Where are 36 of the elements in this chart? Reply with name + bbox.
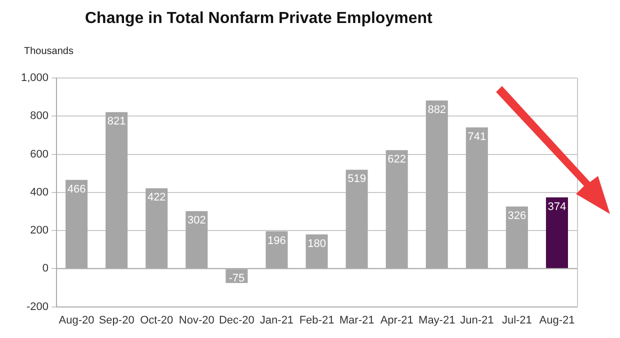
- x-tick-label: Apr-21: [380, 314, 414, 326]
- x-tick-label: Sep-20: [98, 314, 134, 326]
- data-label: 519: [348, 173, 366, 186]
- y-tick-label: 200: [30, 224, 49, 237]
- y-tick-label: 800: [30, 110, 49, 122]
- data-label: 326: [508, 210, 526, 222]
- data-label: 882: [428, 104, 446, 116]
- y-tick-label: 600: [30, 148, 49, 160]
- x-tick-label: Oct-20: [140, 314, 174, 326]
- x-tick-label: May-21: [418, 314, 456, 326]
- x-tick-label: Nov-20: [178, 314, 214, 326]
- chart-title: Change in Total Nonfarm Private Employment: [85, 10, 432, 28]
- x-tick-label: Jul-21: [502, 314, 532, 326]
- x-tick-label: Jan-21: [260, 314, 294, 326]
- data-label: 622: [388, 154, 406, 166]
- data-label: 741: [468, 130, 486, 143]
- y-tick-label: 0: [42, 262, 49, 275]
- x-tick-label: Jun-21: [460, 314, 494, 326]
- y-axis-title: Thousands: [24, 46, 74, 57]
- x-tick-label: Aug-21: [539, 314, 575, 326]
- x-tick-label: Feb-21: [299, 314, 334, 326]
- x-tick-label: Dec-20: [218, 314, 254, 326]
- data-label: 374: [548, 200, 566, 213]
- data-label: 302: [187, 214, 206, 227]
- data-label: 821: [107, 116, 126, 128]
- x-tick-label: Mar-21: [339, 314, 374, 326]
- data-label: -75: [228, 272, 245, 285]
- data-label: 466: [67, 183, 86, 196]
- bar: [546, 197, 568, 268]
- data-label: 180: [308, 238, 326, 250]
- y-tick-label: -200: [26, 300, 49, 313]
- y-tick-label: 1,000: [20, 72, 49, 84]
- data-label: 196: [268, 234, 286, 247]
- y-tick-label: 400: [30, 186, 49, 198]
- data-label: 422: [147, 192, 166, 204]
- x-tick-label: Aug-20: [58, 314, 94, 326]
